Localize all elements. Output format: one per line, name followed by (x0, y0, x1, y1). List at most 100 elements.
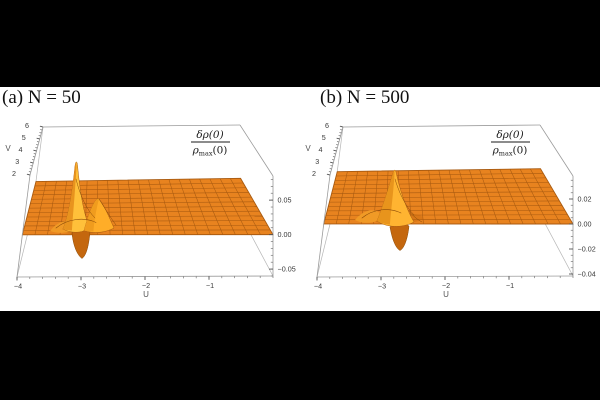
v-tick-label: 2 (12, 169, 16, 178)
wave-shape (98, 198, 117, 226)
mesh-line-v (33, 187, 246, 191)
v-tick-label: 4 (19, 145, 23, 154)
wave-shape (394, 178, 415, 216)
v-minor-tick (328, 171, 331, 173)
box-edge (316, 219, 332, 278)
v-minor-tick (330, 165, 333, 167)
v-major-tick (339, 125, 344, 128)
wave-shape (75, 178, 96, 219)
mesh-line-v (327, 209, 565, 212)
v-minor-tick (335, 147, 338, 149)
fraction-numerator: δρ(0) (496, 129, 523, 141)
v-tick-label: 6 (25, 121, 29, 130)
v-axis-label: V (305, 144, 311, 153)
u-axis-label: U (443, 290, 449, 299)
v-minor-tick (36, 141, 40, 143)
v-minor-tick (336, 144, 339, 146)
mesh-line-v (332, 186, 552, 190)
u-tick-label: −4 (314, 282, 322, 291)
v-minor-tick (32, 159, 35, 161)
v-minor-tick (336, 141, 340, 143)
v-minor-tick (40, 129, 43, 131)
panel-b-3d-plot: −4 −3 −2 −1 U 2 34 5 6 V 0.02 0.00 −0.02 −0.04 δρ(0) ρm… (305, 121, 596, 299)
z-fraction-label: δρ(0) ρmax(0) (191, 129, 230, 157)
v-major-tick (30, 161, 34, 164)
wave-feature (355, 169, 423, 251)
box-edge (540, 215, 574, 277)
v-minor-tick (338, 135, 341, 137)
wave-shape (389, 222, 410, 251)
v-minor-tick (329, 168, 332, 170)
mesh-line-v (328, 205, 563, 207)
u-tick-label: −1 (206, 281, 214, 290)
mesh-line-v (331, 191, 555, 194)
u-tick-label: −1 (506, 281, 514, 290)
z-tick-label: −0.02 (578, 245, 596, 254)
mesh-line-v (329, 200, 560, 203)
u-tick-label: −3 (78, 281, 86, 290)
mesh-line-v (30, 201, 255, 204)
v-minor-tick (30, 165, 33, 167)
wave-shape (55, 218, 97, 229)
mesh-line-v (333, 182, 549, 185)
mesh-line-v (31, 196, 252, 200)
z-tick-label: 0.05 (278, 196, 292, 205)
mesh-line-v (29, 206, 257, 209)
box-edge (16, 174, 31, 278)
u-axis: −4 −3 −2 −1 U (314, 276, 574, 299)
u-tick-label: −4 (14, 282, 22, 291)
wave-shape (377, 170, 395, 225)
fraction-denominator: ρmax(0) (192, 145, 228, 158)
v-axis: 2 34 5 6 V (5, 121, 44, 178)
v-axis: 2 34 5 6 V (305, 121, 344, 178)
v-major-tick (33, 149, 37, 152)
v-minor-tick (332, 156, 335, 158)
fraction-numerator: δρ(0) (196, 129, 223, 141)
v-minor-tick (39, 132, 42, 134)
wave-shape (84, 198, 99, 232)
v-axis-label: V (5, 144, 11, 153)
z-tick-label: −0.05 (278, 265, 296, 274)
v-minor-tick (340, 129, 343, 131)
v-tick-label: 2 (312, 169, 316, 178)
v-major-tick (333, 149, 337, 152)
mesh-line-v (336, 173, 544, 177)
v-minor-tick (332, 159, 335, 161)
z-tick-label: 0.02 (578, 195, 592, 204)
mesh-line-v (26, 215, 263, 218)
mesh-line-v (34, 182, 244, 187)
fraction-denominator: ρmax(0) (492, 145, 528, 158)
box-edge (239, 124, 274, 177)
mesh-line-v (330, 196, 557, 199)
figure-content: (a) N = 50 (b) N = 500 −4 −3 −2 −1 U 2 3 4 5 6 V 0.… (0, 87, 600, 311)
v-major-tick (326, 173, 331, 176)
u-tick-label: −2 (142, 281, 150, 290)
z-fraction-label: δρ(0) ρmax(0) (491, 129, 530, 157)
surface-mesh (324, 168, 571, 225)
z-tick-label: 0.00 (578, 220, 592, 229)
v-major-tick (26, 173, 31, 176)
wave-shape (71, 229, 91, 259)
z-axis: 0.05 0.00 −0.05 (269, 179, 296, 277)
v-major-tick (330, 161, 334, 164)
wave-shape (63, 162, 77, 231)
v-tick-label: 5 (22, 133, 26, 142)
z-tick-label: 0.00 (278, 230, 292, 239)
wave-feature (50, 161, 117, 259)
v-minor-tick (32, 156, 35, 158)
box-edge (539, 124, 574, 177)
box-edge (42, 124, 241, 128)
v-minor-tick (333, 153, 336, 155)
box-edge (316, 174, 331, 278)
v-tick-label: 4 (319, 145, 323, 154)
v-minor-tick (33, 153, 36, 155)
u-tick-label: −3 (378, 281, 386, 290)
v-major-tick (39, 125, 44, 128)
mesh-line-v (334, 177, 546, 181)
v-minor-tick (29, 168, 32, 170)
wave-shape (355, 210, 381, 223)
box-edge (342, 124, 541, 128)
z-axis: 0.02 0.00 −0.02 −0.04 (569, 179, 596, 279)
mesh-line-v (28, 210, 260, 213)
